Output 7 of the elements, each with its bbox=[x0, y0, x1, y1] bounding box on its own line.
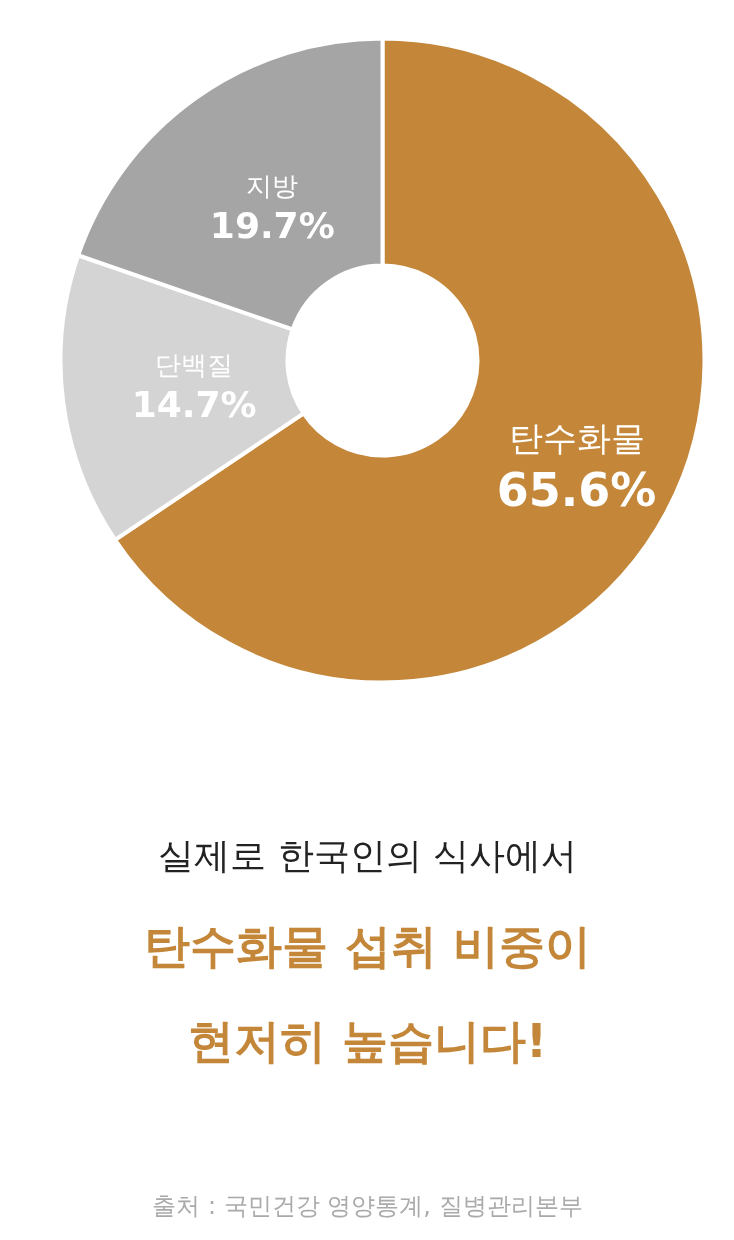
slice-label: 탄수화물 bbox=[508, 418, 645, 459]
source-note: 출처 : 국민건강 영양통계, 질병관리본부 bbox=[152, 1191, 583, 1220]
slice-label: 지방 bbox=[246, 170, 299, 201]
text: 탄수화물 섭취 비중이 현저히 높습니다! bbox=[144, 918, 591, 1068]
text: 실제로 한국인의 식사에서 bbox=[158, 835, 577, 876]
data-label: 19.7% bbox=[209, 205, 335, 247]
data-label: 65.6% bbox=[496, 463, 657, 518]
